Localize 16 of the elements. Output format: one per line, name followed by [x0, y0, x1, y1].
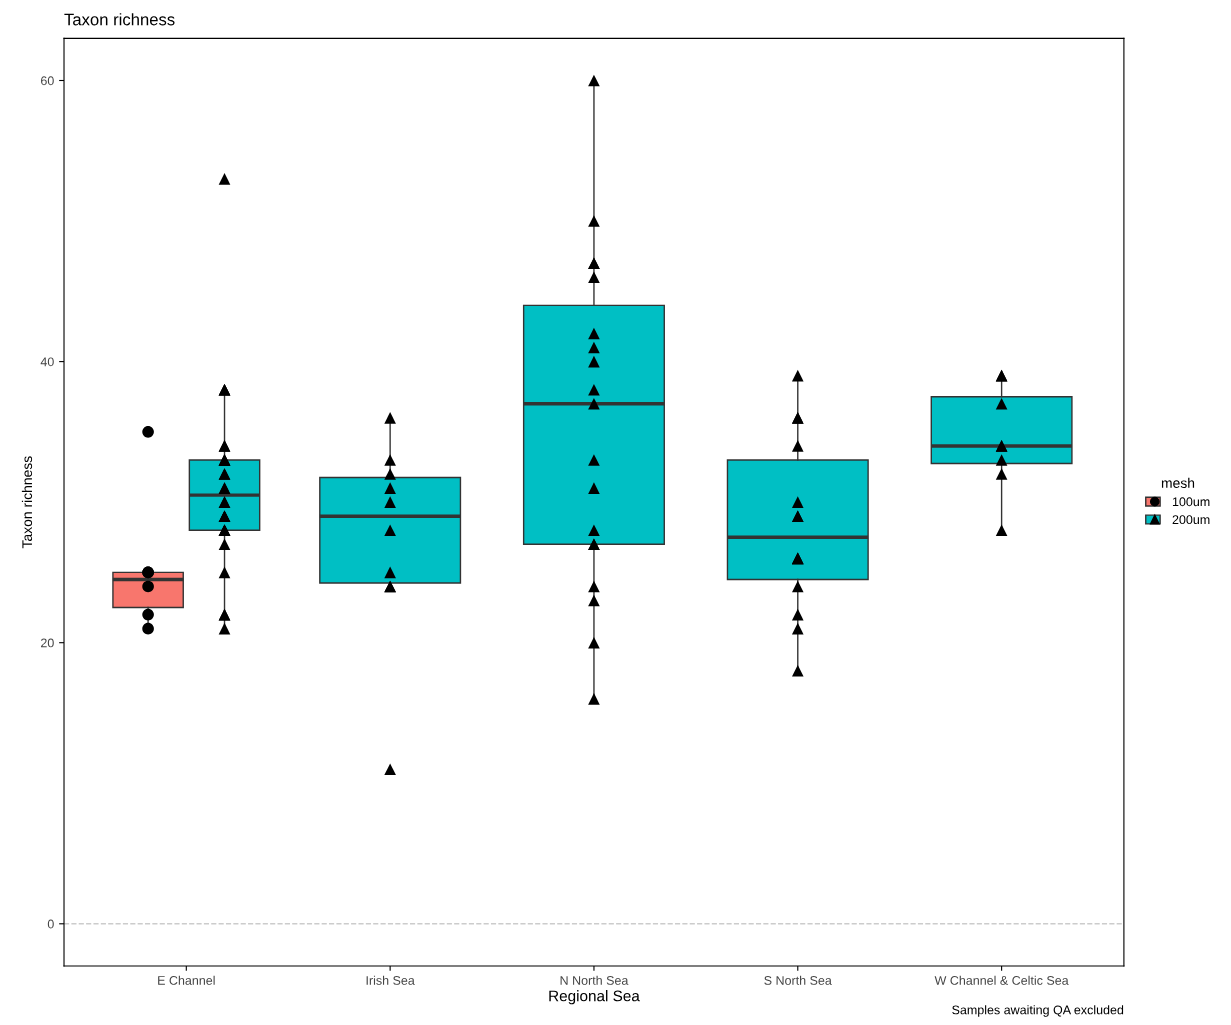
- legend-label: 200um: [1172, 515, 1210, 525]
- chart-title: Taxon richness: [64, 13, 175, 26]
- y-tick-label: 20: [41, 638, 54, 648]
- x-tick-label: Irish Sea: [366, 975, 415, 985]
- y-tick-label: 40: [40, 357, 54, 367]
- x-axis-title: Regional Sea: [549, 990, 640, 1005]
- x-tick-label: S North Sea: [764, 975, 832, 985]
- y-tick-label: 60: [41, 76, 54, 86]
- y-axis-title: Taxon richness: [21, 456, 33, 549]
- x-tick-label: E Channel: [158, 975, 215, 985]
- y-tick-label: 0: [47, 919, 54, 929]
- legend-title: mesh: [1161, 477, 1195, 488]
- legend-label: 100um: [1172, 497, 1210, 507]
- text: Samples awaiting QA excluded: [952, 1005, 1124, 1017]
- x-tick-label: W Channel & Celtic Sea: [934, 975, 1069, 985]
- x-tick-label: N North Sea: [560, 975, 629, 985]
